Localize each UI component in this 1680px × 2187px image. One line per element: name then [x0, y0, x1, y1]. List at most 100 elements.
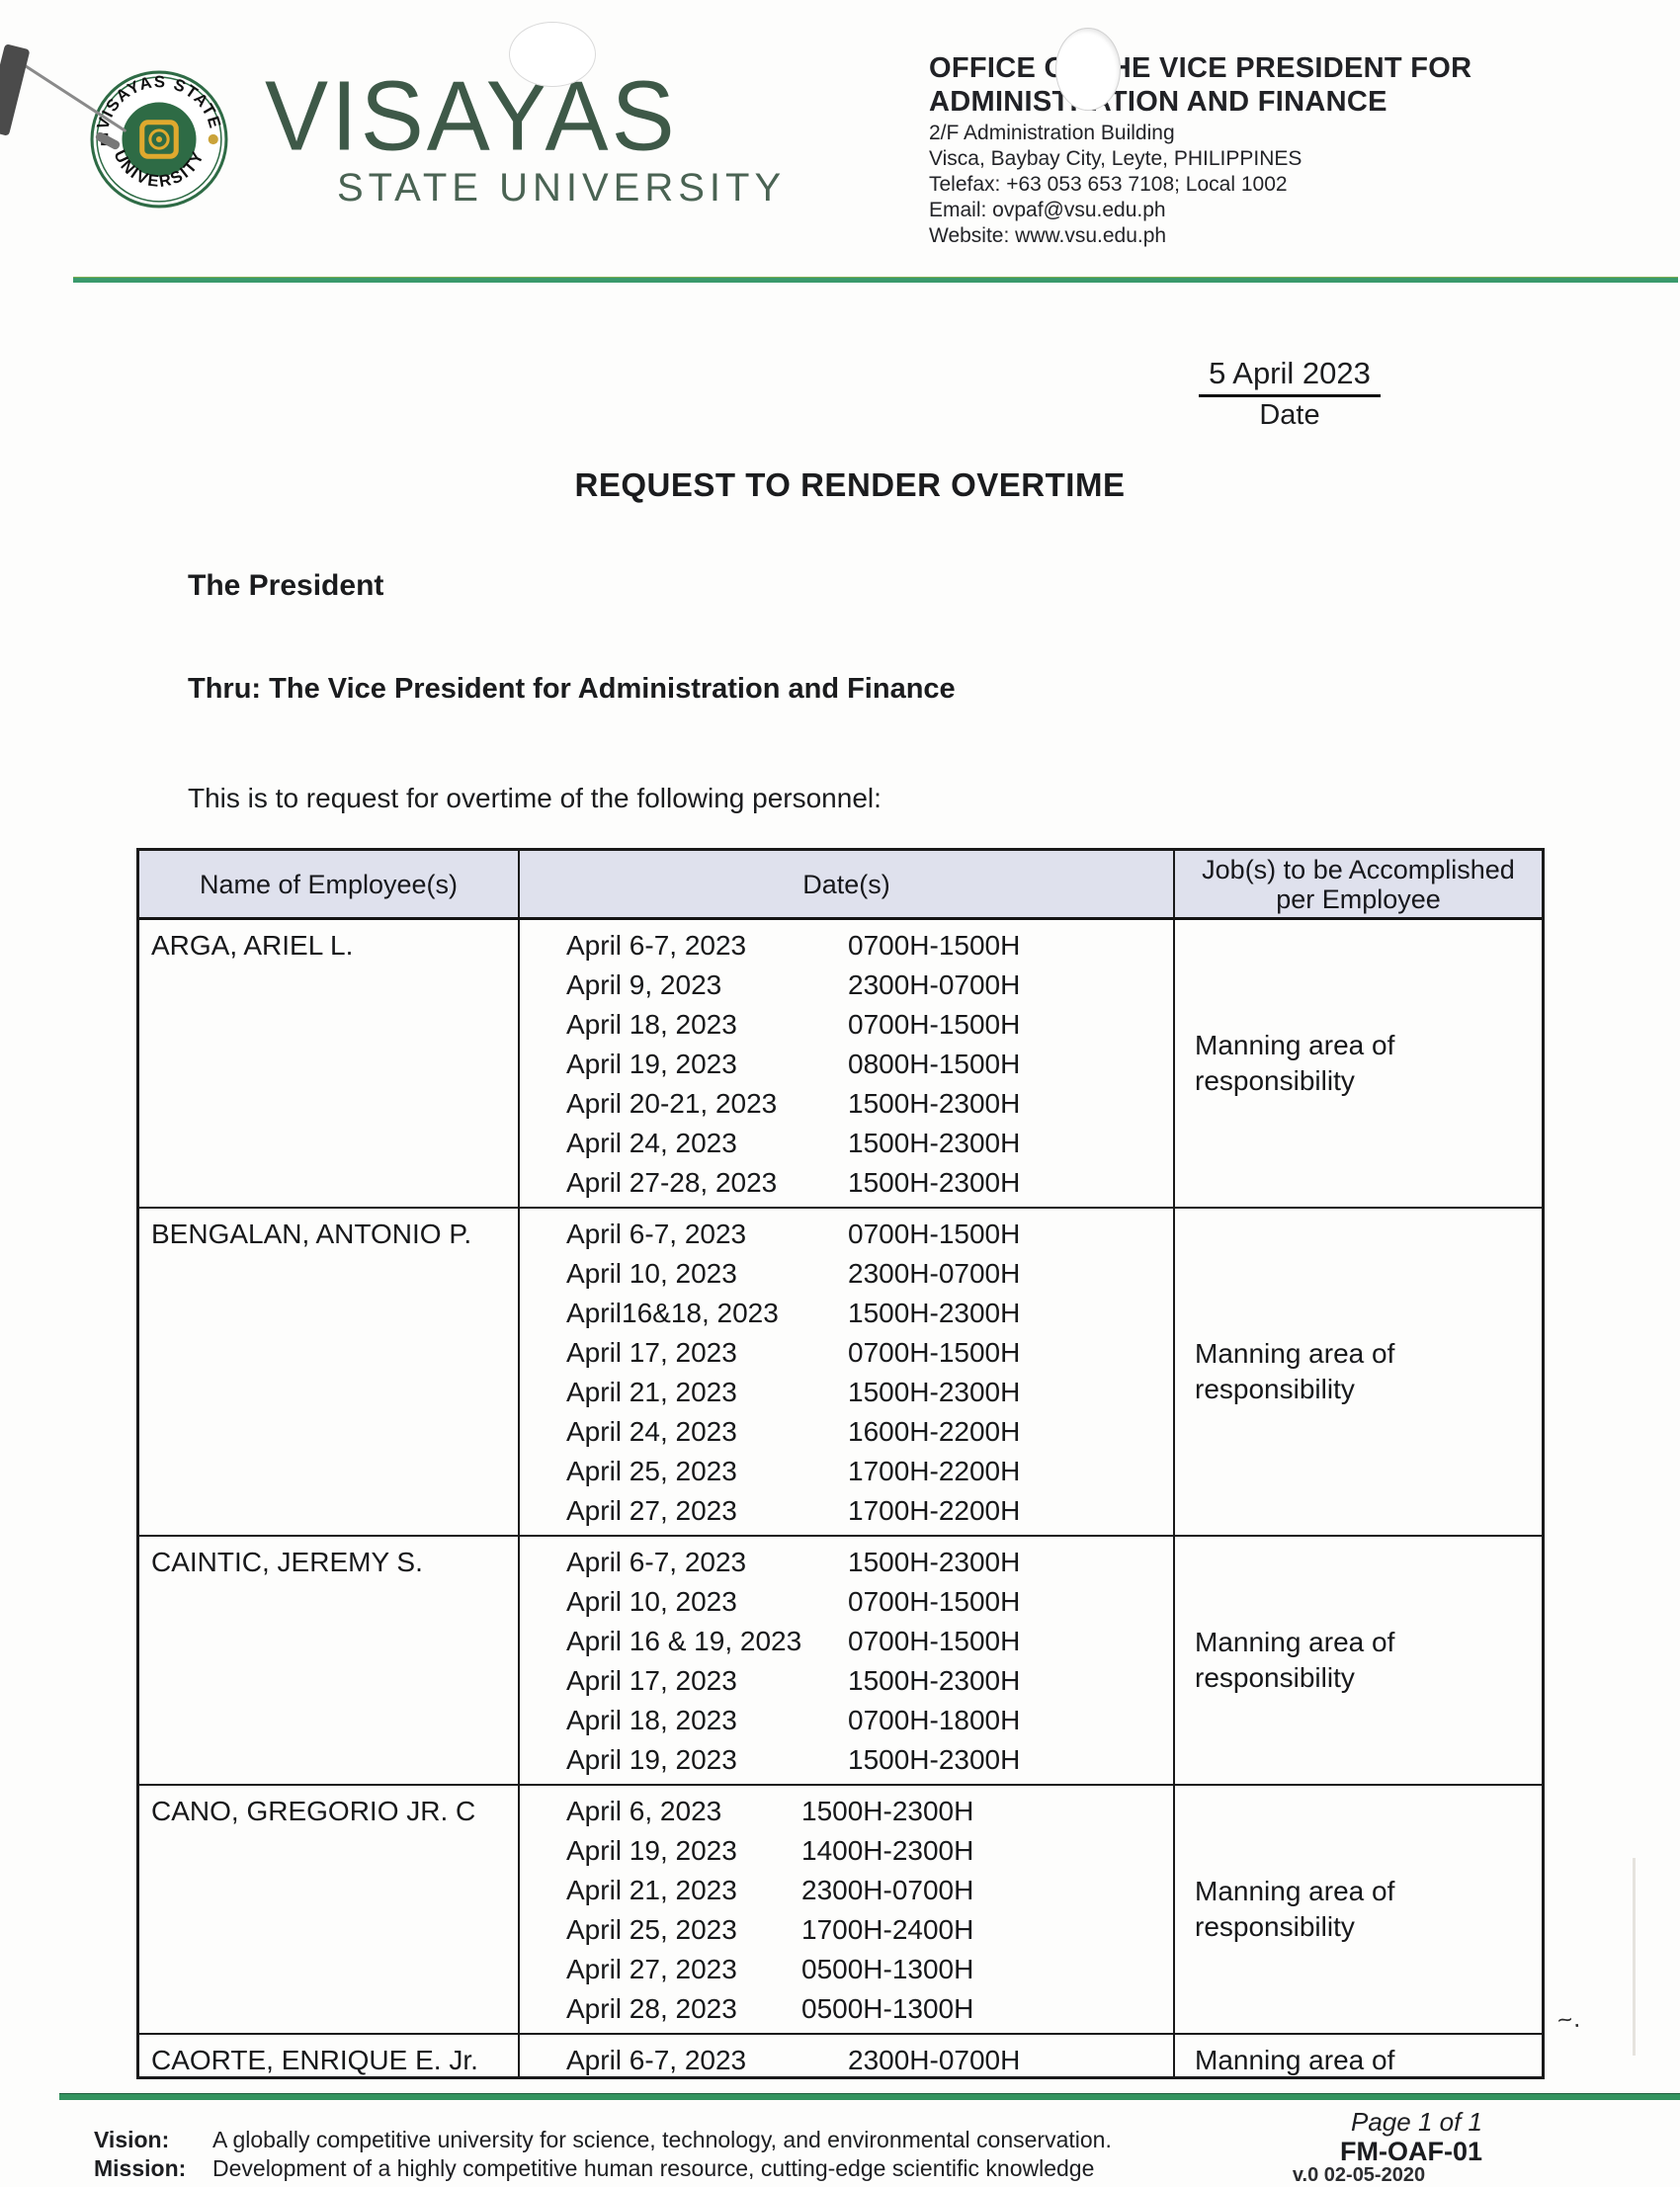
- schedule-line: April16&18, 2023 1500H-2300H: [566, 1294, 1173, 1333]
- schedule-time: 0700H-1500H: [848, 1219, 1021, 1249]
- schedule-date: April 27-28, 2023: [566, 1167, 778, 1198]
- schedule-date: April 6-7, 2023: [566, 1219, 747, 1249]
- university-wordmark: VISAYAS: [265, 60, 678, 172]
- schedule-line: April 6-7, 2023 2300H-0700H: [566, 2041, 1173, 2076]
- schedule-time: 2300H-0700H: [801, 1875, 974, 1905]
- schedule-line: April 10, 2023 2300H-0700H: [566, 1254, 1173, 1294]
- overtime-table: Name of Employee(s) Date(s) Job(s) to be…: [136, 848, 1545, 2079]
- schedule-time: 1500H-2300H: [848, 1088, 1021, 1119]
- schedule-time: 1400H-2300H: [801, 1835, 974, 1866]
- job-cell: Manning area of: [1175, 2035, 1542, 2076]
- date-label: Date: [1259, 399, 1320, 431]
- address-line: Visca, Baybay City, Leyte, PHILIPPINES: [929, 147, 1302, 170]
- schedule-date: April 10, 2023: [566, 1258, 737, 1289]
- schedule-line: April 25, 2023 1700H-2200H: [566, 1452, 1173, 1491]
- footer-divider: [59, 2093, 1680, 2100]
- job-text: Manning area of responsibility: [1195, 1876, 1395, 1942]
- schedule-time: 1700H-2200H: [848, 1495, 1021, 1526]
- schedule-date: April 9, 2023: [566, 969, 722, 1000]
- schedule-date: April 18, 2023: [566, 1705, 737, 1735]
- schedule-time: 1700H-2200H: [848, 1456, 1021, 1486]
- job-text: Manning area of responsibility: [1195, 1627, 1395, 1693]
- address-line: Website: www.vsu.edu.ph: [929, 224, 1167, 247]
- schedule-line: April 10, 2023 0700H-1500H: [566, 1582, 1173, 1622]
- schedule-time: 0700H-1800H: [848, 1705, 1021, 1735]
- column-header-jobs: Job(s) to be Accomplished per Employee: [1202, 854, 1515, 914]
- address-line: 2/F Administration Building: [929, 122, 1175, 144]
- employee-name: ARGA, ARIEL L.: [139, 920, 520, 1207]
- employee-name: CANO, GREGORIO JR. C: [139, 1786, 520, 2033]
- schedule-time: 1500H-2300H: [848, 1298, 1021, 1328]
- table-header-row: Name of Employee(s) Date(s) Job(s) to be…: [139, 851, 1542, 920]
- office-header: OFFICE OF THE VICE PRESIDENT FOR ADMINIS…: [929, 51, 1522, 249]
- schedule-cell: April 6-7, 2023 1500H-2300H April 10, 2023…: [520, 1537, 1175, 1784]
- document-title: REQUEST TO RENDER OVERTIME: [574, 466, 1126, 503]
- employee-name: CAORTE, ENRIQUE E. Jr.: [139, 2035, 520, 2076]
- column-header-name: Name of Employee(s): [139, 851, 520, 917]
- schedule-date: April 16 & 19, 2023: [566, 1626, 802, 1656]
- schedule-time: 1500H-2300H: [848, 1665, 1021, 1696]
- schedule-time: 1500H-2300H: [848, 1547, 1021, 1577]
- schedule-line: April 25, 2023 1700H-2400H: [566, 1910, 1173, 1950]
- schedule-time: 1500H-2300H: [848, 1744, 1021, 1775]
- schedule-line: April 6-7, 2023 0700H-1500H: [566, 926, 1173, 966]
- schedule-line: April 6-7, 2023 1500H-2300H: [566, 1543, 1173, 1582]
- schedule-date: April 24, 2023: [566, 1416, 737, 1447]
- address-line: Email: ovpaf@vsu.edu.ph: [929, 199, 1166, 221]
- schedule-cell: April 6-7, 2023 0700H-1500H April 10, 2023…: [520, 1209, 1175, 1535]
- form-version: v.0 02-05-2020: [1292, 2164, 1426, 2186]
- mission-text: Development of a highly competitive huma…: [212, 2155, 1095, 2181]
- table-row: BENGALAN, ANTONIO P. April 6-7, 2023 0700…: [139, 1209, 1542, 1537]
- schedule-date: April 24, 2023: [566, 1128, 737, 1158]
- schedule-date: April 6, 2023: [566, 1796, 722, 1826]
- table-row: CAORTE, ENRIQUE E. Jr. April 6-7, 2023 23…: [139, 2035, 1542, 2076]
- job-text: Manning area of responsibility: [1195, 1030, 1395, 1096]
- schedule-date: April 17, 2023: [566, 1665, 737, 1696]
- schedule-time: 1500H-2300H: [848, 1128, 1021, 1158]
- intro-line: This is to request for overtime of the f…: [188, 783, 882, 813]
- vision-text: A globally competitive university for sc…: [212, 2127, 1112, 2152]
- schedule-time: 0800H-1500H: [848, 1049, 1021, 1079]
- mission-row: Mission: Development of a highly competi…: [94, 2155, 1094, 2182]
- schedule-date: April 21, 2023: [566, 1875, 737, 1905]
- schedule-date: April 27, 2023: [566, 1495, 737, 1526]
- schedule-time: 0500H-1300H: [801, 1993, 974, 2024]
- vision-row: Vision: A globally competitive universit…: [94, 2127, 1112, 2153]
- schedule-time: 1700H-2400H: [801, 1914, 974, 1945]
- schedule-date: April 17, 2023: [566, 1337, 737, 1368]
- schedule-date: April 19, 2023: [566, 1744, 737, 1775]
- employee-name: BENGALAN, ANTONIO P.: [139, 1209, 520, 1535]
- schedule-time: 2300H-0700H: [848, 969, 1021, 1000]
- stray-ink-mark: ~.: [1554, 2002, 1582, 2036]
- table-row: ARGA, ARIEL L. April 6-7, 2023 0700H-1500…: [139, 920, 1542, 1209]
- date-block: 5 April 2023 Date: [1166, 356, 1413, 432]
- job-cell: Manning area of responsibility: [1175, 1209, 1542, 1535]
- schedule-line: April 24, 2023 1500H-2300H: [566, 1124, 1173, 1163]
- schedule-cell: April 6, 2023 1500H-2300H April 19, 2023 14…: [520, 1786, 1175, 2033]
- page-number: Page 1 of 1: [1351, 2107, 1482, 2137]
- schedule-date: April 25, 2023: [566, 1914, 737, 1945]
- table-row: CAINTIC, JEREMY S. April 6-7, 2023 1500H-…: [139, 1537, 1542, 1786]
- schedule-line: April 9, 2023 2300H-0700H: [566, 966, 1173, 1005]
- form-code: FM-OAF-01: [1340, 2137, 1482, 2166]
- schedule-date: April 6-7, 2023: [566, 2045, 747, 2075]
- date-value: 5 April 2023: [1199, 356, 1381, 397]
- schedule-time: 0700H-1500H: [848, 1009, 1021, 1040]
- schedule-date: April 21, 2023: [566, 1377, 737, 1407]
- schedule-date: April 27, 2023: [566, 1954, 737, 1984]
- employee-name: CAINTIC, JEREMY S.: [139, 1537, 520, 1784]
- table-rows: ARGA, ARIEL L. April 6-7, 2023 0700H-1500…: [139, 920, 1542, 2076]
- schedule-date: April16&18, 2023: [566, 1298, 779, 1328]
- addressee: The President: [188, 569, 384, 602]
- schedule-time: 2300H-0700H: [848, 1258, 1021, 1289]
- scan-edge-artifact: [0, 43, 31, 136]
- job-cell: Manning area of responsibility: [1175, 1537, 1542, 1784]
- schedule-line: April 6-7, 2023 0700H-1500H: [566, 1215, 1173, 1254]
- schedule-line: April 16 & 19, 2023 0700H-1500H: [566, 1622, 1173, 1661]
- schedule-date: April 28, 2023: [566, 1993, 737, 2024]
- column-header-dates: Date(s): [520, 851, 1175, 917]
- schedule-time: 1500H-2300H: [848, 1377, 1021, 1407]
- university-wordmark-sub: STATE UNIVERSITY: [337, 166, 787, 210]
- schedule-date: April 20-21, 2023: [566, 1088, 778, 1119]
- schedule-line: April 18, 2023 0700H-1500H: [566, 1005, 1173, 1045]
